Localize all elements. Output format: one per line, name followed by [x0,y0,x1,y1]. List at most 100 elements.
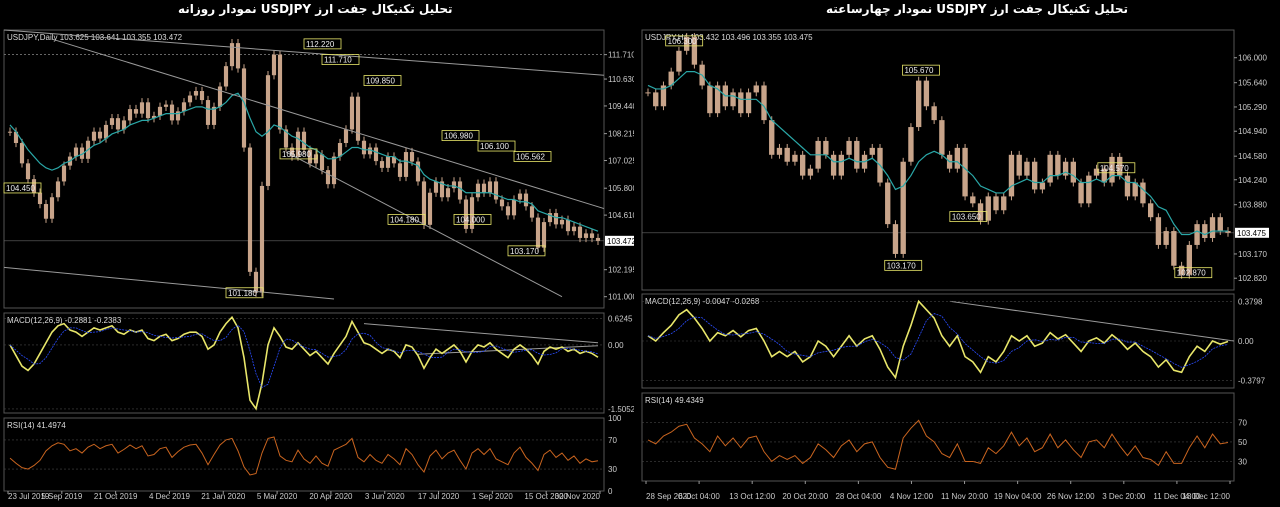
candle-body [1155,217,1162,245]
candle-body [73,147,79,157]
candle-body [1008,154,1015,197]
candle-body [241,68,247,148]
candle-body [784,147,790,162]
price-label-box [363,75,402,86]
candle-body [1163,231,1169,245]
price-label: 111.710 [324,56,352,65]
candle-body [211,106,217,125]
macd-tick-label: 0.3798 [1238,297,1263,306]
price-tick-label: 104.940 [1238,127,1267,136]
price-tick-label: 104.240 [1238,176,1267,185]
time-tick-label: 17 Jul 2020 [418,492,460,501]
rsi-pane-frame [641,392,1235,482]
candle-body [1225,231,1231,233]
candle-body [229,43,235,67]
candle-body [277,54,283,130]
candle-body [691,36,698,65]
candle-body [761,85,767,121]
price-label-box [507,245,546,257]
price-label-box [665,35,704,47]
price-tick-label: 104.580 [1238,152,1267,161]
main-pane-frame [3,29,605,309]
price-label: 103.650 [952,213,981,222]
price-label: 105.670 [904,66,933,75]
price-label: 104.000 [456,215,485,224]
candle-body [900,161,906,254]
rsi-tick-label: 30 [1238,457,1247,466]
price-tick-label: 103.170 [1238,250,1267,259]
candle-body [908,127,914,162]
macd-line [9,315,599,411]
candle-body [1117,156,1123,176]
candle-body [319,154,325,171]
candle-body [985,196,991,221]
rsi-tick-label: 100 [608,414,622,423]
candle-body [595,237,601,241]
candle-body [977,203,984,221]
time-tick-label: 18 Dec 12:00 [1182,492,1230,501]
candle-body [187,95,193,103]
candle-body [577,226,583,238]
time-tick-label: 20 Apr 2020 [309,492,353,501]
time-tick-label: 19 Nov 04:00 [994,492,1042,501]
macd-signal-line [647,313,1229,368]
candle-body [1132,182,1138,197]
candle-body [1101,168,1107,183]
candle-body [13,131,19,144]
candle-body [31,179,37,193]
candle-body [253,271,259,293]
current-price-box [605,235,634,246]
candle-body [885,182,891,225]
candle-body [738,92,744,114]
time-tick-label: 23 Jul 2019 [8,492,50,501]
price-label: 106.300 [668,37,697,46]
candle-body [970,196,976,204]
price-tick-label: 105.800 [608,184,634,193]
price-label-box [453,213,492,225]
time-tick-label: 26 Nov 12:00 [1047,492,1095,501]
candle-body [367,147,373,155]
candle-body [1217,217,1223,232]
time-tick-label: 1 Sep 2020 [472,492,513,501]
rsi-header: RSI(14) 49.4349 [645,396,704,405]
time-tick-label: 3 Jun 2020 [365,492,405,501]
time-tick-label: 21 Jan 2020 [201,492,246,501]
price-label-box [513,151,552,162]
rsi-tick-label: 30 [608,465,617,474]
candle-body [541,222,547,248]
rsi-line [9,436,599,476]
candle-body [745,92,752,114]
chart-header: USDJPY,Daily 103.625 103.641 103.355 103… [7,33,183,42]
candle-body [505,206,511,216]
candle-body [535,217,541,248]
time-tick-label: 4 Dec 2019 [149,492,190,501]
price-label-box [279,148,318,160]
candle-body [838,154,845,176]
candle-body [571,226,577,232]
candle-body [265,75,271,186]
candle-body [993,196,999,211]
candle-body [769,120,775,155]
candle-body [1147,203,1154,218]
macd-header: MACD(12,26,9) -0.2881 -0.2383 [7,316,122,325]
h4-chart-panel[interactable]: USDJPY,H4 103.432 103.496 103.355 103.47… [640,26,1280,507]
candle-body [892,224,899,254]
time-tick-label: 20 Oct 20:00 [782,492,828,501]
candle-body [193,91,199,96]
macd-tick-label: -1.5052 [608,405,634,414]
current-price-box [1235,227,1269,238]
candle-body [451,181,457,189]
price-tick-label: 107.025 [608,157,634,166]
candle-body [409,152,415,162]
candle-body [499,199,505,207]
daily-chart: USDJPY,Daily 103.625 103.641 103.355 103… [3,29,634,501]
candle-body [776,147,783,155]
price-label: 104.180 [390,215,419,224]
candle-body [1124,175,1131,197]
candle-body [337,143,343,157]
daily-chart-panel[interactable]: USDJPY,Daily 103.625 103.641 103.355 103… [0,26,634,507]
price-label: 104.450 [6,184,35,193]
candle-body [475,183,481,198]
candle-body [565,219,571,232]
macd-tick-label: 0.6245 [608,314,633,323]
